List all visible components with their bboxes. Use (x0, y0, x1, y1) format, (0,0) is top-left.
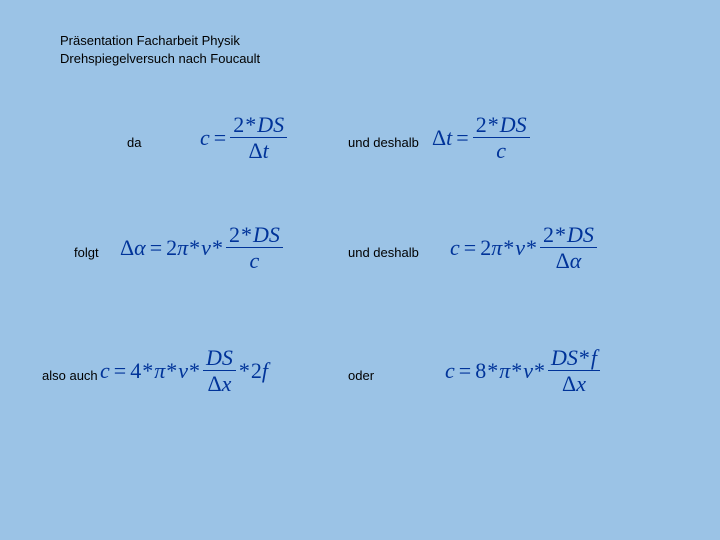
eq-lhs: c (450, 235, 460, 261)
row2-label1: folgt (74, 245, 99, 260)
eq-equals: = (462, 235, 478, 261)
row2-label2: und deshalb (348, 245, 419, 260)
header-line-1: Präsentation Facharbeit Physik (60, 32, 260, 50)
eq-coef: 2π*ν* (166, 235, 224, 261)
eq-equals: = (148, 235, 164, 261)
row1-label2: und deshalb (348, 135, 419, 150)
row1-eq1: c = 2*DS Δt (200, 113, 287, 162)
eq-equals: = (212, 125, 228, 151)
row2-eq2: c = 2π*ν* 2*DS Δα (450, 223, 597, 272)
row2-eq1: Δα = 2π*ν* 2*DS c (120, 223, 283, 272)
row3-eq2: c = 8*π*ν* DS*f Δx (445, 346, 600, 395)
eq-lhs: c (445, 358, 455, 384)
eq-frac: 2*DS c (226, 223, 283, 272)
row3-label1: also auch (42, 368, 98, 383)
eq-frac: 2*DS Δα (540, 223, 597, 272)
eq-coef: 2π*ν* (480, 235, 538, 261)
eq-frac: 2*DS Δt (230, 113, 287, 162)
row1-label1: da (127, 135, 141, 150)
eq-frac: DS Δx (203, 346, 236, 395)
row1-eq2: Δt = 2*DS c (432, 113, 530, 162)
eq-frac: 2*DS c (473, 113, 530, 162)
slide-header: Präsentation Facharbeit Physik Drehspieg… (60, 32, 260, 67)
eq-coef2: *2f (238, 358, 268, 384)
eq-equals: = (457, 358, 473, 384)
eq-lhs: c (200, 125, 210, 151)
eq-equals: = (454, 125, 470, 151)
eq-equals: = (112, 358, 128, 384)
row3-eq1: c = 4*π*ν* DS Δx *2f (100, 346, 268, 395)
header-line-2: Drehspiegelversuch nach Foucault (60, 50, 260, 68)
eq-lhs: c (100, 358, 110, 384)
eq-lhs: Δα (120, 235, 146, 261)
eq-frac: DS*f Δx (548, 346, 600, 395)
eq-lhs: Δt (432, 125, 452, 151)
eq-coef1: 4*π*ν* (130, 358, 201, 384)
row3-label2: oder (348, 368, 374, 383)
eq-coef: 8*π*ν* (475, 358, 546, 384)
